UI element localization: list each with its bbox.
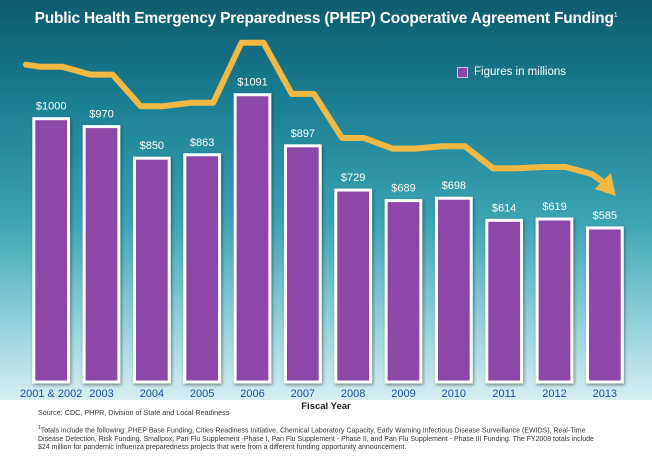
bar-2010: [434, 196, 473, 384]
value-label: $863: [190, 137, 214, 149]
category-label: 2009: [391, 388, 415, 400]
value-label: $619: [542, 201, 566, 213]
trend-line: [23, 39, 609, 187]
bar-chart: $1000 2001 & 2002 $970 2003 $850 2004 $863 2005…: [20, 39, 624, 400]
legend-swatch: [457, 66, 468, 78]
bar-2001-2002: [32, 117, 71, 384]
value-label: $698: [442, 180, 466, 192]
trend-arrowhead: [594, 172, 616, 196]
bars-layer: [32, 93, 624, 384]
legend: Figures in millions: [457, 66, 566, 78]
category-label: 2001 & 2002: [20, 388, 82, 400]
category-label: 2006: [240, 388, 264, 400]
bar-2012: [535, 217, 574, 384]
bar-2004: [132, 156, 171, 384]
chart-title: Public Health Emergency Preparedness (PH…: [0, 10, 652, 28]
category-label: 2013: [593, 388, 617, 400]
value-label: $689: [391, 183, 415, 195]
category-label: 2008: [341, 388, 365, 400]
bar-2009: [384, 199, 423, 384]
value-label: $897: [291, 128, 315, 140]
title-footnote-mark: 1: [613, 11, 618, 19]
category-label: 2010: [442, 388, 466, 400]
value-label: $1091: [237, 77, 268, 89]
bar-2005: [183, 153, 222, 384]
value-label: $729: [341, 172, 365, 184]
chart-title-text: Public Health Emergency Preparedness (PH…: [34, 10, 614, 27]
category-label: 2007: [291, 388, 315, 400]
category-label: 2004: [140, 388, 164, 400]
value-label: $614: [492, 202, 516, 214]
category-label: 2005: [190, 388, 214, 400]
trend-layer: [23, 39, 616, 196]
category-label: 2011: [492, 388, 516, 400]
category-label: 2012: [542, 388, 566, 400]
value-label: $850: [140, 140, 164, 152]
labels-layer: $1000 2001 & 2002 $970 2003 $850 2004 $863 2005…: [20, 77, 617, 400]
value-label: $1000: [36, 101, 67, 113]
footnote-text: Totals include the following: PHEP Base …: [38, 427, 594, 452]
bar-2008: [334, 188, 373, 384]
bar-2013: [585, 226, 624, 384]
value-label: $970: [89, 109, 113, 121]
value-label: $585: [593, 210, 617, 222]
bar-2007: [283, 144, 322, 384]
category-label: 2003: [89, 388, 113, 400]
bar-2003: [82, 125, 121, 384]
bar-2011: [485, 218, 524, 384]
x-axis-label: Fiscal Year: [301, 401, 351, 412]
legend-label: Figures in millions: [474, 66, 567, 78]
footnote: 1Totals include the following: PHEP Base…: [38, 424, 598, 453]
footnote-mark: 1: [38, 425, 41, 431]
source-note: Source: CDC, PHPR, Division of State and…: [38, 408, 230, 417]
bar-2006: [233, 93, 272, 384]
